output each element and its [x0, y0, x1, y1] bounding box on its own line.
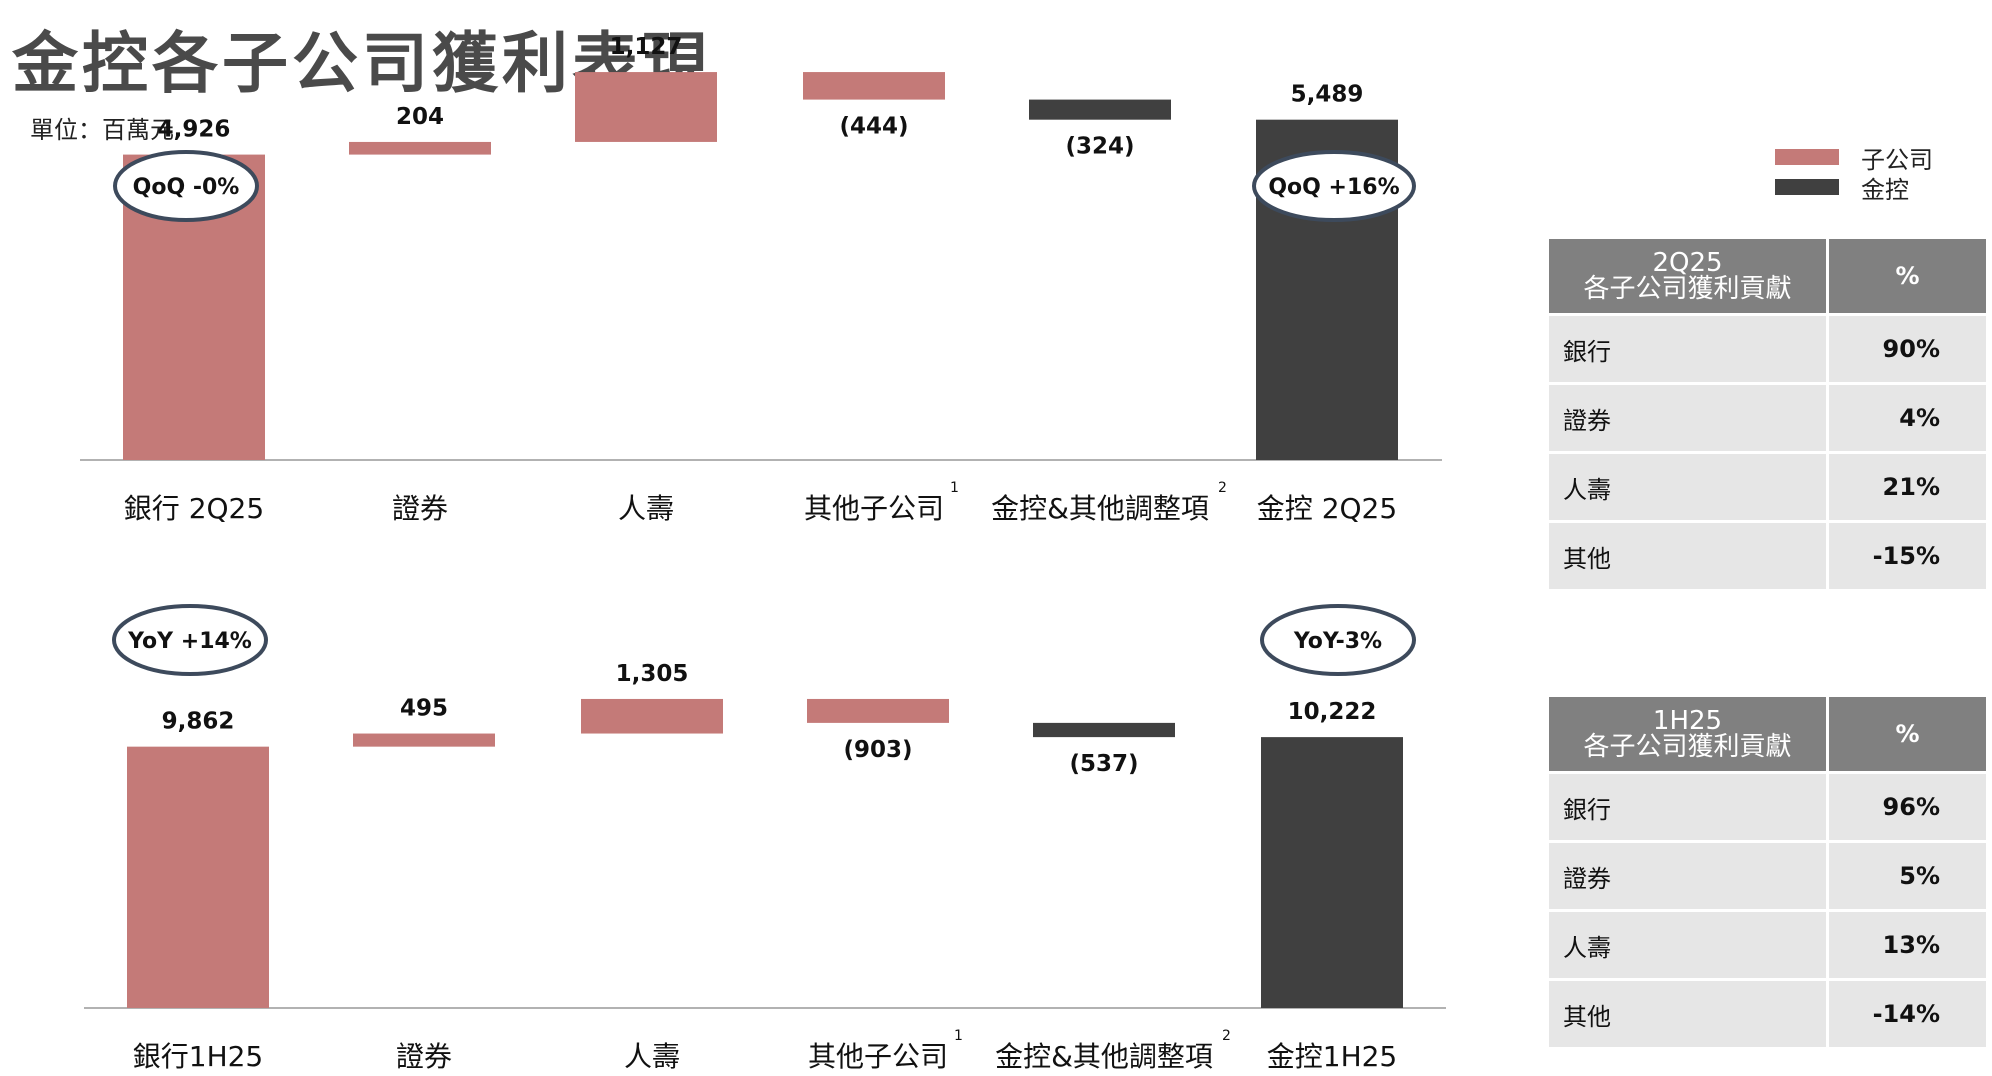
category-label-3: 其他子公司 [804, 492, 944, 525]
bar-3 [803, 72, 945, 100]
table-row: 銀行 96% [1549, 774, 1986, 840]
bar-4 [1033, 722, 1175, 738]
table-row: 銀行 90% [1549, 316, 1986, 382]
row-value: 90% [1829, 316, 1986, 382]
annotation-bubble-1 [1260, 604, 1416, 676]
data-label-5: 10,222 [1288, 699, 1377, 725]
data-label-0: 4,926 [158, 117, 231, 143]
data-label-4: (324) [1065, 134, 1134, 160]
data-label-0: 9,862 [162, 709, 235, 735]
bar-2 [581, 698, 723, 734]
bar-3 [807, 698, 949, 723]
footnote-marker-3: 1 [950, 480, 959, 496]
category-label-1: 證券 [396, 1040, 452, 1073]
row-value: -15% [1829, 523, 1986, 589]
category-label-0: 銀行1H25 [133, 1040, 264, 1073]
legend-item-holding: 金控 [1775, 172, 1933, 204]
table-row: 證券 4% [1549, 385, 1986, 451]
row-label: 人壽 [1549, 454, 1826, 520]
data-label-4: (537) [1069, 751, 1138, 777]
category-label-0: 銀行 2Q25 [124, 492, 264, 525]
unit-label: 單位：百萬元 [30, 116, 174, 144]
table-subtitle: 各子公司獲利貢獻 [1583, 732, 1792, 762]
category-label-5: 金控1H25 [1267, 1040, 1398, 1073]
footnote-marker-4: 2 [1218, 480, 1227, 496]
row-label: 證券 [1549, 385, 1826, 451]
bar-1 [349, 141, 491, 155]
data-label-2: 1,305 [616, 661, 689, 687]
annotation-text-0: QoQ -0% [133, 175, 240, 200]
category-label-4: 金控&其他調整項 [991, 492, 1209, 525]
category-label-2: 人壽 [624, 1040, 680, 1073]
row-value: 96% [1829, 774, 1986, 840]
bar-5 [1261, 737, 1403, 1008]
row-value: 4% [1829, 385, 1986, 451]
row-label: 銀行 [1549, 774, 1826, 840]
table-period: 2Q25 [1652, 248, 1723, 278]
row-value: -14% [1829, 981, 1986, 1047]
legend-label-holding: 金控 [1861, 175, 1909, 204]
row-value: 13% [1829, 912, 1986, 978]
footnote-marker-3: 1 [954, 1028, 963, 1044]
row-label: 其他 [1549, 981, 1826, 1047]
table-header-pct: % [1829, 239, 1986, 313]
row-label: 人壽 [1549, 912, 1826, 978]
data-label-2: 1,127 [610, 34, 683, 60]
table-row: 其他 -14% [1549, 981, 1986, 1047]
table-row: 證券 5% [1549, 843, 1986, 909]
data-label-3: (444) [839, 114, 908, 140]
legend-item-subsidiary: 子公司 [1775, 142, 1933, 174]
table-header-period: 2Q25 各子公司獲利貢獻 [1549, 239, 1826, 313]
waterfall-chart-2q25: 4,926 銀行 2Q25 204 證券 1,127 人壽 (444) 其他子公司 1 (324)… [80, 34, 1442, 525]
annotation-text-1: YoY-3% [1293, 629, 1382, 654]
annotation-text-0: YoY +14% [127, 629, 252, 654]
category-label-4: 金控&其他調整項 [995, 1040, 1213, 1073]
legend: 子公司 金控 [1775, 142, 1933, 204]
bar-2 [575, 72, 717, 142]
data-label-1: 204 [396, 104, 444, 130]
row-label: 證券 [1549, 843, 1826, 909]
waterfall-chart-1h25: 9,862 銀行1H25 495 證券 1,305 人壽 (903) 其他子公司 1 (537) 金… [84, 604, 1446, 1073]
contribution-table-2q25: 2Q25 各子公司獲利貢獻 % 銀行 90% 證券 4% 人壽 21% 其他 -… [1546, 236, 1989, 592]
data-label-1: 495 [400, 696, 448, 722]
annotation-text-1: QoQ +16% [1268, 175, 1399, 200]
bar-4 [1029, 99, 1171, 120]
category-label-5: 金控 2Q25 [1257, 492, 1397, 525]
category-label-2: 人壽 [618, 492, 674, 525]
legend-swatch-holding [1775, 179, 1839, 195]
table-header-pct: % [1829, 697, 1986, 771]
footnote-marker-4: 2 [1222, 1028, 1231, 1044]
category-label-1: 證券 [392, 492, 448, 525]
table-subtitle: 各子公司獲利貢獻 [1583, 274, 1792, 304]
table-header-period: 1H25 各子公司獲利貢獻 [1549, 697, 1826, 771]
legend-swatch-subsidiary [1775, 149, 1839, 165]
row-label: 其他 [1549, 523, 1826, 589]
table-period: 1H25 [1652, 706, 1723, 736]
table-row: 其他 -15% [1549, 523, 1986, 589]
row-label: 銀行 [1549, 316, 1826, 382]
data-label-3: (903) [843, 737, 912, 763]
table-row: 人壽 21% [1549, 454, 1986, 520]
table-row: 人壽 13% [1549, 912, 1986, 978]
annotation-bubble-1 [1252, 150, 1416, 222]
contribution-table-1h25: 1H25 各子公司獲利貢獻 % 銀行 96% 證券 5% 人壽 13% 其他 -… [1546, 694, 1989, 1050]
row-value: 5% [1829, 843, 1986, 909]
category-label-3: 其他子公司 [808, 1040, 948, 1073]
annotation-bubble-0 [112, 604, 268, 676]
legend-label-subsidiary: 子公司 [1861, 145, 1933, 174]
data-label-5: 5,489 [1291, 82, 1364, 108]
bar-1 [353, 733, 495, 747]
bar-0 [127, 746, 269, 1008]
row-value: 21% [1829, 454, 1986, 520]
annotation-bubble-0 [113, 150, 259, 222]
